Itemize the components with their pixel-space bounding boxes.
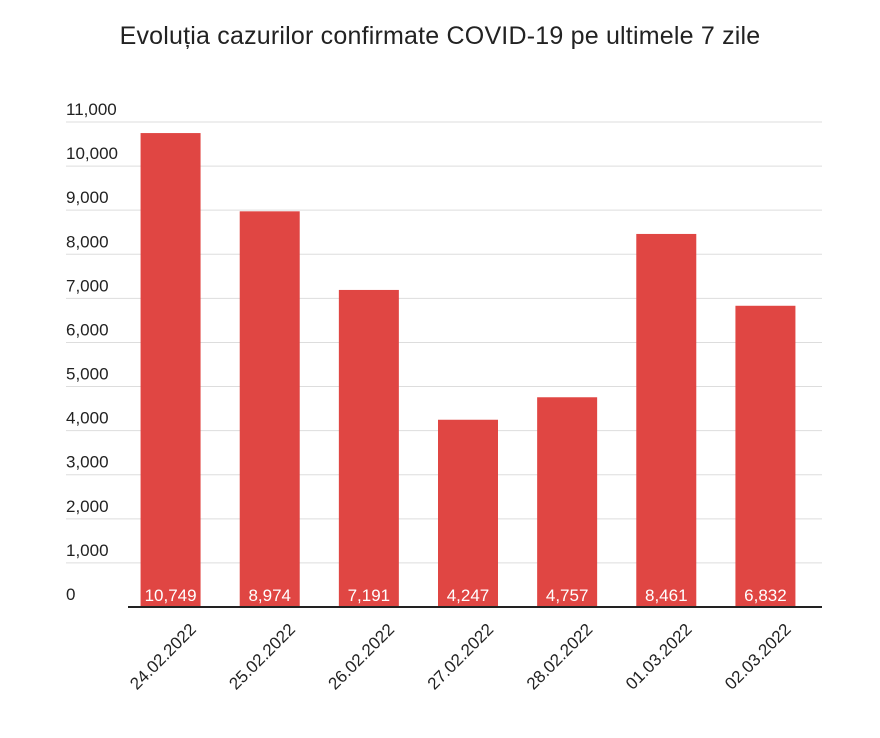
y-axis-tick-labels: 0 1,000 2,000 3,000 4,000 5,000 6,000 7,000 8,00… (66, 100, 118, 604)
data-label: 8,461 (645, 586, 688, 605)
data-label: 6,832 (744, 586, 787, 605)
x-tick-label: 26.02.2022 (325, 620, 399, 694)
y-tick-label: 8,000 (66, 232, 109, 251)
data-label: 10,749 (145, 586, 197, 605)
data-label: 7,191 (348, 586, 391, 605)
x-tick-label: 28.02.2022 (523, 620, 597, 694)
y-tick-label: 11,000 (66, 100, 117, 119)
bar (140, 133, 201, 607)
data-label: 4,247 (447, 586, 490, 605)
bars (140, 133, 796, 607)
chart-title: Evoluția cazurilor confirmate COVID-19 p… (119, 22, 761, 50)
bar (537, 397, 598, 607)
x-tick-label: 27.02.2022 (424, 620, 498, 694)
bar (338, 289, 399, 607)
x-axis-tick-labels: 24.02.2022 25.02.2022 26.02.2022 27.02.2022… (126, 620, 794, 694)
y-tick-label: 1,000 (66, 541, 109, 560)
bar (636, 233, 697, 607)
y-tick-label: 5,000 (66, 365, 109, 384)
x-tick-label: 24.02.2022 (126, 620, 200, 694)
bar (735, 305, 796, 607)
data-labels: 10,749 8,974 7,191 4,247 4,757 8,461 6,832 (145, 586, 787, 605)
y-tick-label: 3,000 (66, 453, 109, 472)
y-tick-label: 0 (66, 585, 75, 604)
y-tick-label: 7,000 (66, 276, 109, 295)
y-tick-label: 9,000 (66, 188, 109, 207)
data-label: 4,757 (546, 586, 589, 605)
y-tick-label: 4,000 (66, 409, 109, 428)
y-tick-label: 10,000 (66, 144, 118, 163)
x-tick-label: 25.02.2022 (225, 620, 299, 694)
x-tick-label: 01.03.2022 (622, 620, 696, 694)
bar (438, 419, 498, 607)
y-tick-label: 2,000 (66, 497, 109, 516)
y-tick-label: 6,000 (66, 320, 109, 339)
x-tick-label: 02.03.2022 (721, 620, 795, 694)
data-label: 8,974 (248, 586, 291, 605)
bar (239, 211, 300, 607)
